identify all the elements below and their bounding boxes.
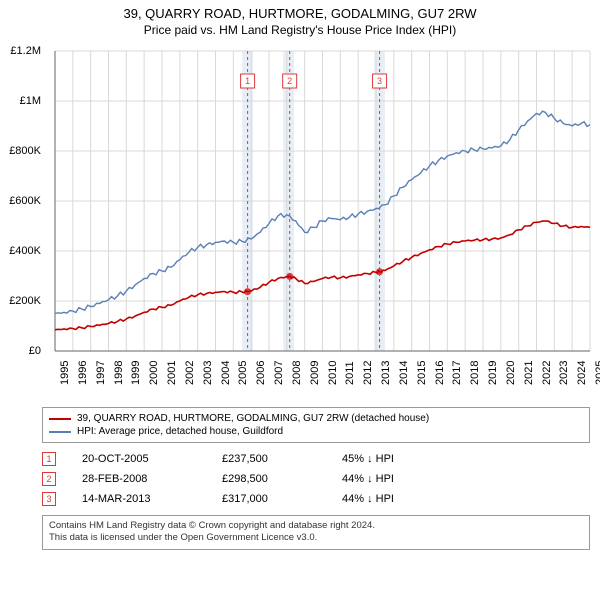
x-axis-label: 2022 bbox=[541, 361, 557, 385]
sale-row: 3 14-MAR-2013£317,00044% ↓ HPI bbox=[42, 489, 590, 509]
x-axis-label: 2008 bbox=[291, 361, 307, 385]
sale-price: £237,500 bbox=[222, 453, 342, 465]
x-axis-label: 2023 bbox=[558, 361, 574, 385]
x-axis-label: 2004 bbox=[220, 361, 236, 385]
x-axis-label: 2025 bbox=[594, 361, 600, 385]
sale-date: 20-OCT-2005 bbox=[82, 453, 222, 465]
svg-text:2: 2 bbox=[287, 76, 292, 86]
y-axis-label: £400K bbox=[0, 245, 41, 257]
chart-plot-area: 123 £0£200K£400K£600K£800K£1M£1.2M199519… bbox=[0, 41, 600, 401]
x-axis-label: 2014 bbox=[398, 361, 414, 385]
x-axis-label: 2019 bbox=[487, 361, 503, 385]
svg-text:1: 1 bbox=[245, 76, 250, 86]
sale-marker-icon: 2 bbox=[42, 472, 56, 486]
sale-marker-icon: 1 bbox=[42, 452, 56, 466]
x-axis-label: 2011 bbox=[344, 361, 360, 385]
x-axis-label: 1995 bbox=[59, 361, 75, 385]
chart-subtitle: Price paid vs. HM Land Registry's House … bbox=[0, 21, 600, 41]
sale-date: 28-FEB-2008 bbox=[82, 473, 222, 485]
chart-title: 39, QUARRY ROAD, HURTMORE, GODALMING, GU… bbox=[0, 0, 600, 21]
y-axis-label: £200K bbox=[0, 295, 41, 307]
x-axis-label: 2000 bbox=[148, 361, 164, 385]
legend-swatch bbox=[49, 418, 71, 420]
x-axis-label: 2010 bbox=[327, 361, 343, 385]
x-axis-label: 2009 bbox=[309, 361, 325, 385]
sale-row: 1 20-OCT-2005£237,50045% ↓ HPI bbox=[42, 449, 590, 469]
y-axis-label: £600K bbox=[0, 195, 41, 207]
x-axis-label: 2013 bbox=[380, 361, 396, 385]
x-axis-label: 2007 bbox=[273, 361, 289, 385]
legend-item: 39, QUARRY ROAD, HURTMORE, GODALMING, GU… bbox=[49, 412, 583, 425]
sale-row: 2 28-FEB-2008£298,50044% ↓ HPI bbox=[42, 469, 590, 489]
sale-marker-icon: 3 bbox=[42, 492, 56, 506]
sale-price: £298,500 bbox=[222, 473, 342, 485]
x-axis-label: 2017 bbox=[451, 361, 467, 385]
x-axis-label: 2001 bbox=[166, 361, 182, 385]
attribution-footer: Contains HM Land Registry data © Crown c… bbox=[42, 515, 590, 550]
y-axis-label: £800K bbox=[0, 145, 41, 157]
sale-hpi-delta: 44% ↓ HPI bbox=[342, 493, 462, 505]
x-axis-label: 1997 bbox=[95, 361, 111, 385]
x-axis-label: 2012 bbox=[362, 361, 378, 385]
legend-swatch bbox=[49, 431, 71, 433]
x-axis-label: 1996 bbox=[77, 361, 93, 385]
chart-container: 39, QUARRY ROAD, HURTMORE, GODALMING, GU… bbox=[0, 0, 600, 550]
svg-text:3: 3 bbox=[377, 76, 382, 86]
sale-price: £317,000 bbox=[222, 493, 342, 505]
x-axis-label: 2006 bbox=[255, 361, 271, 385]
sale-hpi-delta: 45% ↓ HPI bbox=[342, 453, 462, 465]
x-axis-label: 2003 bbox=[202, 361, 218, 385]
x-axis-label: 2021 bbox=[523, 361, 539, 385]
x-axis-label: 2016 bbox=[434, 361, 450, 385]
x-axis-label: 2018 bbox=[469, 361, 485, 385]
footer-line-2: This data is licensed under the Open Gov… bbox=[49, 532, 583, 544]
x-axis-label: 1998 bbox=[113, 361, 129, 385]
y-axis-label: £1M bbox=[0, 95, 41, 107]
legend-label: HPI: Average price, detached house, Guil… bbox=[77, 426, 283, 437]
y-axis-label: £1.2M bbox=[0, 45, 41, 57]
sale-hpi-delta: 44% ↓ HPI bbox=[342, 473, 462, 485]
legend-item: HPI: Average price, detached house, Guil… bbox=[49, 425, 583, 438]
x-axis-label: 2005 bbox=[237, 361, 253, 385]
sales-table: 1 20-OCT-2005£237,50045% ↓ HPI 2 28-FEB-200… bbox=[42, 449, 590, 509]
chart-svg: 1 2 3 bbox=[0, 41, 600, 401]
x-axis-label: 2015 bbox=[416, 361, 432, 385]
legend: 39, QUARRY ROAD, HURTMORE, GODALMING, GU… bbox=[42, 407, 590, 443]
y-axis-label: £0 bbox=[0, 345, 41, 357]
sale-date: 14-MAR-2013 bbox=[82, 493, 222, 505]
footer-line-1: Contains HM Land Registry data © Crown c… bbox=[49, 520, 583, 532]
legend-label: 39, QUARRY ROAD, HURTMORE, GODALMING, GU… bbox=[77, 413, 429, 424]
x-axis-label: 1999 bbox=[130, 361, 146, 385]
x-axis-label: 2024 bbox=[576, 361, 592, 385]
x-axis-label: 2020 bbox=[505, 361, 521, 385]
x-axis-label: 2002 bbox=[184, 361, 200, 385]
